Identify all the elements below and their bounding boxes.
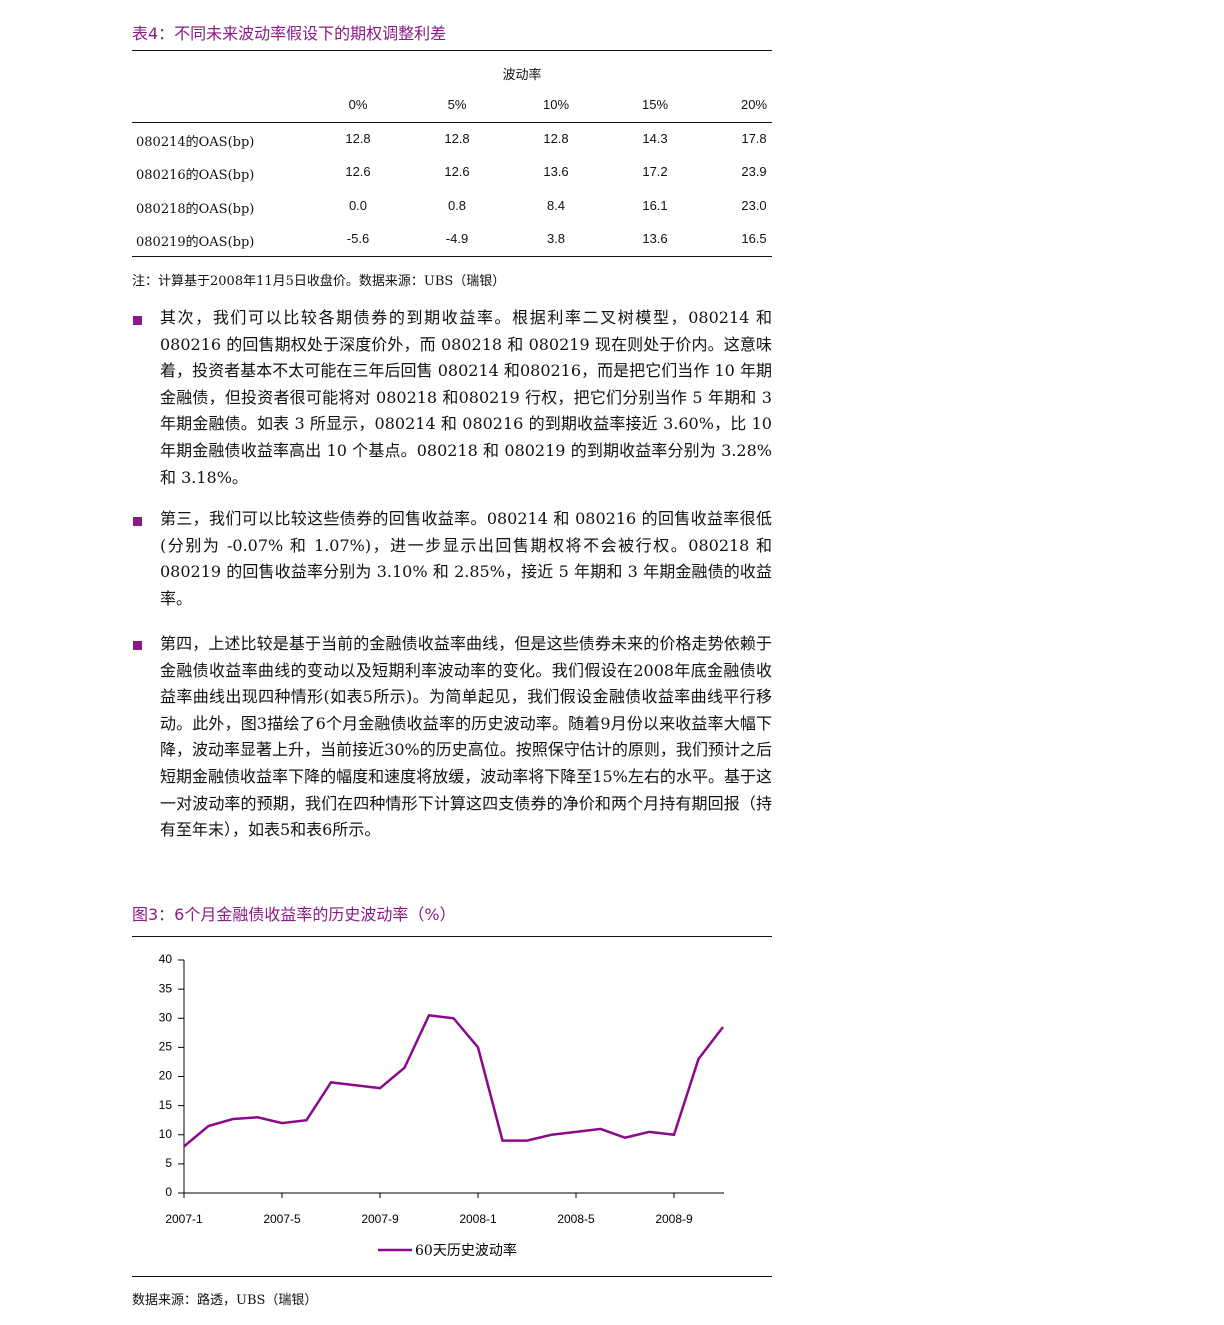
cell: -4.9 — [445, 231, 469, 246]
table-note: 注：计算基于2008年11月5日收盘价。数据来源：UBS（瑞银） — [132, 274, 506, 289]
cell: 12.8 — [444, 131, 470, 146]
y-tick-label: 10 — [159, 1127, 173, 1141]
row-label: 080214的OAS(bp) — [136, 135, 255, 150]
cell: -5.6 — [346, 231, 370, 246]
cell: 12.6 — [345, 164, 371, 179]
rule — [132, 256, 772, 257]
cell: 12.6 — [444, 164, 470, 179]
paragraph: 其次，我们可以比较各期债券的到期收益率。根据利率二叉树模型，080214 和 0… — [160, 308, 772, 487]
cell: 23.9 — [741, 164, 767, 179]
y-tick-label: 20 — [159, 1069, 173, 1083]
cell: 12.8 — [543, 131, 569, 146]
column-header: 0% — [348, 97, 368, 112]
y-tick-label: 40 — [159, 952, 173, 966]
figure-title: 图3：6个月金融债收益率的历史波动率（%） — [132, 905, 456, 924]
row-label: 080218的OAS(bp) — [136, 202, 255, 217]
series-line — [183, 1013, 724, 1148]
paragraph: 第四，上述比较是基于当前的金融债收益率曲线，但是这些债券未来的价格走势依赖于金融… — [160, 634, 772, 840]
rule — [132, 50, 772, 51]
cell: 23.0 — [741, 198, 767, 213]
cell: 8.4 — [546, 198, 566, 213]
row-label: 080219的OAS(bp) — [136, 235, 255, 250]
y-tick-label: 0 — [165, 1185, 172, 1199]
x-tick-label: 2007-1 — [165, 1212, 203, 1226]
cell: 16.1 — [642, 198, 668, 213]
rule — [132, 122, 772, 123]
group-header: 波动率 — [502, 67, 542, 82]
cell: 0.8 — [447, 198, 467, 213]
cell: 16.5 — [741, 231, 767, 246]
cell: 17.8 — [741, 131, 767, 146]
bullet — [133, 641, 142, 650]
cell: 14.3 — [642, 131, 668, 146]
column-header: 20% — [740, 97, 768, 112]
x-tick-label: 2008-1 — [459, 1212, 497, 1226]
bullet — [133, 316, 142, 325]
paragraph: 第三，我们可以比较这些债券的回售收益率。080214 和 080216 的回售收… — [160, 509, 772, 608]
figure-source: 数据来源：路透，UBS（瑞银） — [132, 1293, 318, 1308]
cell: 17.2 — [642, 164, 668, 179]
y-tick-label: 30 — [159, 1010, 173, 1024]
table-title: 表4：不同未来波动率假设下的期权调整利差 — [132, 24, 447, 43]
cell: 12.8 — [345, 131, 371, 146]
y-tick-label: 15 — [159, 1098, 173, 1112]
legend-label: 60天历史波动率 — [415, 1242, 517, 1259]
cell: 0.0 — [348, 198, 368, 213]
column-header: 15% — [641, 97, 669, 112]
y-tick-label: 35 — [159, 981, 173, 995]
column-header: 10% — [542, 97, 570, 112]
x-tick-label: 2008-9 — [655, 1212, 693, 1226]
cell: 3.8 — [546, 231, 566, 246]
x-tick-label: 2008-5 — [557, 1212, 595, 1226]
x-tick-label: 2007-9 — [361, 1212, 399, 1226]
rule — [132, 1276, 772, 1277]
cell: 13.6 — [543, 164, 569, 179]
row-label: 080216的OAS(bp) — [136, 168, 255, 183]
cell: 13.6 — [642, 231, 668, 246]
x-tick-label: 2007-5 — [263, 1212, 301, 1226]
chart: 0 5 10 15 20 25 30 35 40 2007-1 2007-5 2007-9 2008-1… — [159, 952, 724, 1259]
bullet — [133, 517, 142, 526]
y-tick-label: 25 — [159, 1040, 173, 1054]
rule — [132, 936, 772, 937]
column-header: 5% — [447, 97, 467, 112]
y-tick-label: 5 — [165, 1156, 172, 1170]
